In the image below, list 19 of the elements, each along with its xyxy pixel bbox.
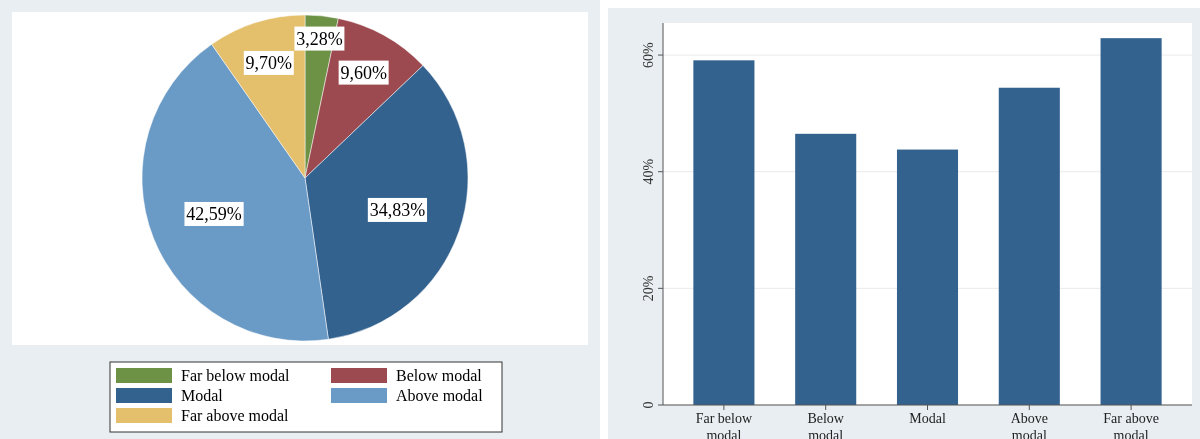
bar [693,60,755,405]
bar [1100,38,1162,405]
legend-label: Modal [181,387,224,404]
bar [896,149,959,405]
y-tick-label: 20% [641,275,656,302]
legend-label: Below modal [396,367,483,384]
legend-label: Far below modal [181,367,290,384]
data-label: 9,60% [340,62,387,83]
y-tick-label: 0 [641,401,656,409]
data-label: 42,59% [186,203,242,224]
bar [795,133,857,405]
bar [998,87,1060,405]
data-label: 9,70% [245,52,293,73]
y-tick-label: 60% [641,41,656,68]
legend-label: Above modal [396,387,484,404]
data-label: 34,83% [369,199,426,220]
x-tick-label: Modal [909,411,946,426]
data-label: 3,28% [296,28,343,49]
y-tick-label: 40% [641,158,656,185]
